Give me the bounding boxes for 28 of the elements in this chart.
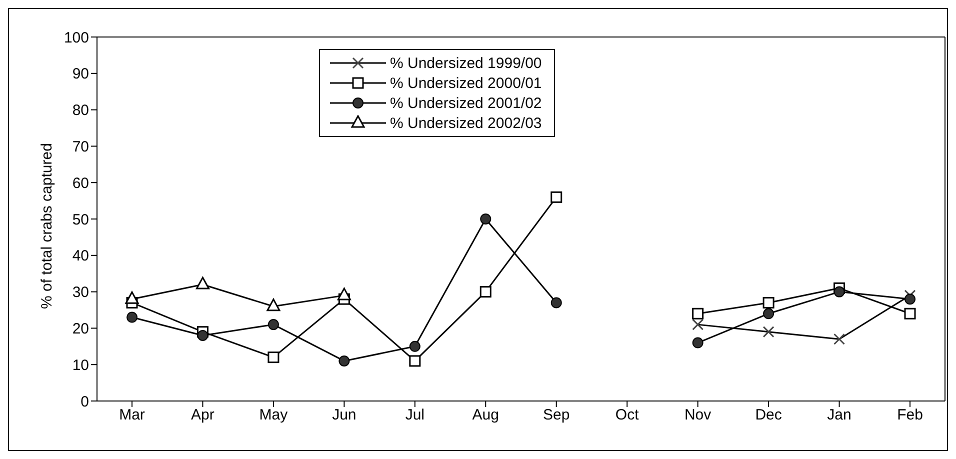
y-tick-label: 30 bbox=[72, 284, 89, 302]
y-tick-label: 70 bbox=[72, 138, 89, 156]
x-tick-label: Mar bbox=[119, 406, 145, 424]
x-tick-label: Jun bbox=[332, 406, 356, 424]
y-tick-label: 100 bbox=[64, 29, 89, 46]
x-tick-label: Jan bbox=[827, 406, 852, 424]
y-tick-label: 10 bbox=[72, 356, 89, 374]
y-tick-label: 80 bbox=[72, 102, 89, 120]
x-tick-label: Sep bbox=[543, 406, 570, 424]
y-tick-label: 20 bbox=[72, 320, 89, 338]
x-tick-label: Nov bbox=[684, 406, 712, 424]
legend-label: % Undersized 2002/03 bbox=[390, 114, 542, 132]
x-tick-label: Oct bbox=[615, 406, 640, 424]
x-tick-label: Dec bbox=[755, 406, 782, 424]
x-tick-label: Jul bbox=[405, 406, 425, 424]
y-tick-label: 40 bbox=[72, 248, 89, 265]
x-tick-label: May bbox=[259, 406, 288, 424]
x-tick-label: Feb bbox=[897, 406, 923, 424]
x-tick-label: Apr bbox=[191, 406, 214, 424]
y-tick-label: 90 bbox=[72, 66, 89, 83]
legend-label: % Undersized 2001/02 bbox=[390, 94, 542, 112]
y-tick-label: 0 bbox=[80, 393, 89, 410]
y-tick-label: 60 bbox=[72, 174, 89, 192]
x-tick-label: Aug bbox=[472, 406, 499, 424]
y-axis-title: % of total crabs captured bbox=[38, 143, 56, 309]
y-tick-label: 50 bbox=[72, 211, 89, 228]
legend-label: % Undersized 1999/00 bbox=[390, 54, 542, 72]
legend-label: % Undersized 2000/01 bbox=[390, 74, 542, 92]
